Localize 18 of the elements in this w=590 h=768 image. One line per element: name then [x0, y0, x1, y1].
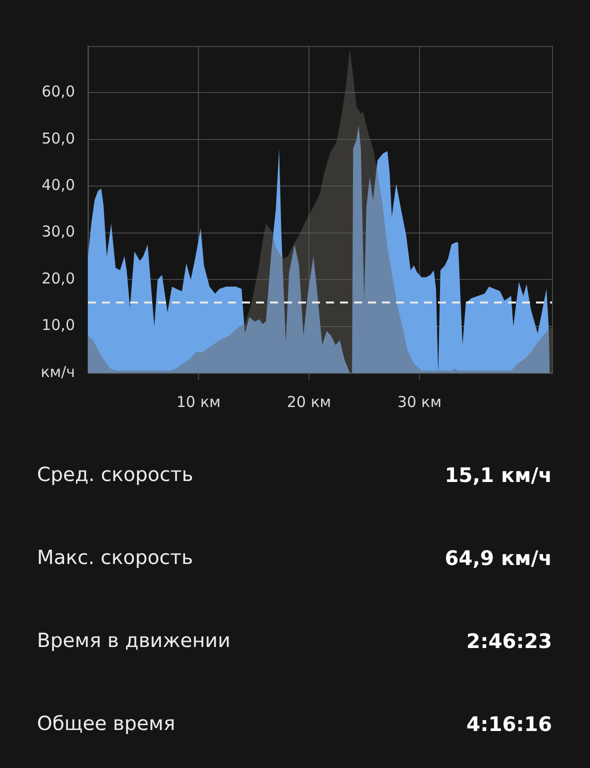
x-tick-label: 10 км [176, 392, 221, 411]
y-tick-label: 20,0 [42, 269, 75, 288]
y-tick-label: 40,0 [42, 176, 75, 194]
text: 4:16:16 [466, 711, 552, 738]
text: 64,9 км/ч [444, 545, 552, 572]
x-tick-label: 30 км [397, 392, 442, 411]
y-tick-label: 60,0 [42, 82, 75, 101]
text: 2:46:23 [466, 628, 552, 655]
y-tick-label: 50,0 [42, 129, 75, 148]
text: 15,1 км/ч [444, 462, 552, 489]
text: Макс. скорость [37, 545, 193, 571]
text: Общее время [37, 711, 176, 737]
text: Сред. скорость [37, 462, 194, 488]
text: Время в движении [37, 628, 230, 654]
y-tick-label: 30,0 [42, 222, 75, 241]
y-tick-label: км/ч [40, 362, 75, 381]
x-tick-label: 20 км [286, 392, 332, 411]
y-tick-label: 10,0 [42, 316, 75, 334]
